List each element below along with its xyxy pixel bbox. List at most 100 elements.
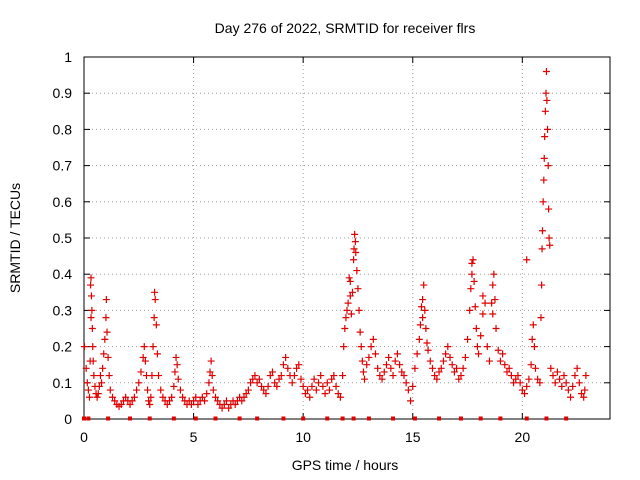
data-point — [80, 343, 88, 351]
x-tick-label: 20 — [515, 429, 531, 445]
data-point — [523, 382, 531, 390]
data-point — [304, 386, 312, 394]
data-point — [126, 401, 134, 409]
data-point — [179, 393, 187, 401]
data-point — [87, 281, 95, 289]
baseline-marker — [366, 416, 371, 421]
data-point — [473, 343, 481, 351]
data-point — [238, 397, 246, 405]
data-point — [341, 325, 349, 332]
data-point — [275, 375, 283, 383]
baseline-marker — [351, 416, 356, 421]
data-point — [176, 386, 184, 394]
data-point — [290, 372, 298, 380]
baseline-marker — [128, 416, 133, 421]
data-point — [260, 386, 268, 394]
data-point — [551, 379, 559, 387]
data-point — [192, 393, 200, 401]
data-point — [450, 368, 458, 376]
data-point — [336, 393, 344, 401]
data-point — [578, 390, 586, 398]
data-point — [99, 364, 107, 372]
data-point — [544, 125, 552, 133]
data-point — [582, 372, 590, 380]
data-point — [190, 397, 198, 405]
data-point — [151, 296, 159, 304]
data-point — [88, 306, 96, 314]
data-point — [163, 401, 171, 409]
y-tick-label: 0.9 — [53, 85, 73, 101]
data-point — [102, 314, 110, 322]
data-point — [271, 379, 279, 387]
data-point — [564, 386, 572, 394]
y-tick-label: 0 — [64, 411, 72, 427]
data-point — [374, 364, 382, 372]
data-point — [475, 350, 482, 358]
baseline-marker — [86, 416, 91, 421]
data-point — [393, 350, 401, 358]
data-point — [435, 368, 443, 376]
data-point — [523, 256, 531, 264]
data-point — [231, 401, 239, 409]
data-point — [334, 390, 342, 398]
y-axis: 0 0.1 0.2 0.3 0.4 0.5 0.6 0.7 0.8 0.9 1 — [53, 49, 610, 427]
data-point — [242, 390, 250, 398]
data-point — [481, 299, 489, 307]
data-point — [426, 357, 434, 365]
data-point — [512, 375, 520, 383]
data-points — [80, 67, 590, 412]
y-tick-label: 0.3 — [53, 302, 73, 318]
data-point — [469, 256, 477, 264]
data-point — [346, 292, 354, 300]
data-point — [553, 368, 561, 376]
data-point — [457, 372, 465, 380]
baseline-marker — [524, 416, 529, 421]
data-point — [503, 368, 511, 376]
data-point — [225, 404, 233, 412]
data-point — [103, 328, 111, 336]
data-point — [361, 375, 369, 383]
data-point — [159, 393, 167, 401]
data-point — [389, 372, 397, 380]
data-point — [201, 397, 209, 405]
data-point — [491, 296, 499, 304]
baseline-marker — [147, 416, 152, 421]
data-point — [315, 379, 323, 387]
data-point — [247, 379, 255, 387]
data-point — [471, 303, 479, 311]
data-point — [352, 248, 360, 256]
data-point — [206, 368, 214, 376]
data-point — [98, 379, 106, 387]
data-point — [153, 350, 161, 358]
data-point — [437, 364, 445, 372]
data-point — [477, 332, 485, 340]
baseline-marker — [458, 416, 463, 421]
baseline-marker — [301, 416, 306, 421]
data-point — [85, 393, 93, 401]
baseline-marker — [498, 416, 503, 421]
data-point — [433, 375, 441, 383]
data-point — [560, 372, 568, 380]
data-point — [342, 314, 350, 322]
data-point — [351, 238, 359, 246]
data-point — [496, 357, 504, 365]
x-tick-label: 0 — [80, 429, 88, 445]
data-point — [448, 361, 456, 369]
data-point — [284, 364, 292, 372]
data-point — [105, 372, 113, 380]
data-point — [549, 372, 557, 380]
data-point — [88, 325, 96, 332]
chart-title: Day 276 of 2022, SRMTID for receiver flr… — [215, 20, 476, 36]
data-point — [527, 361, 535, 369]
data-point — [358, 357, 366, 365]
data-point — [135, 379, 143, 387]
data-point — [539, 198, 547, 206]
data-point — [407, 397, 415, 405]
data-point — [494, 346, 502, 354]
data-point — [152, 321, 160, 329]
baseline-marker — [171, 416, 176, 421]
data-point — [507, 372, 515, 380]
data-point — [150, 314, 158, 322]
data-point — [444, 343, 452, 351]
plot-frame — [83, 56, 611, 420]
